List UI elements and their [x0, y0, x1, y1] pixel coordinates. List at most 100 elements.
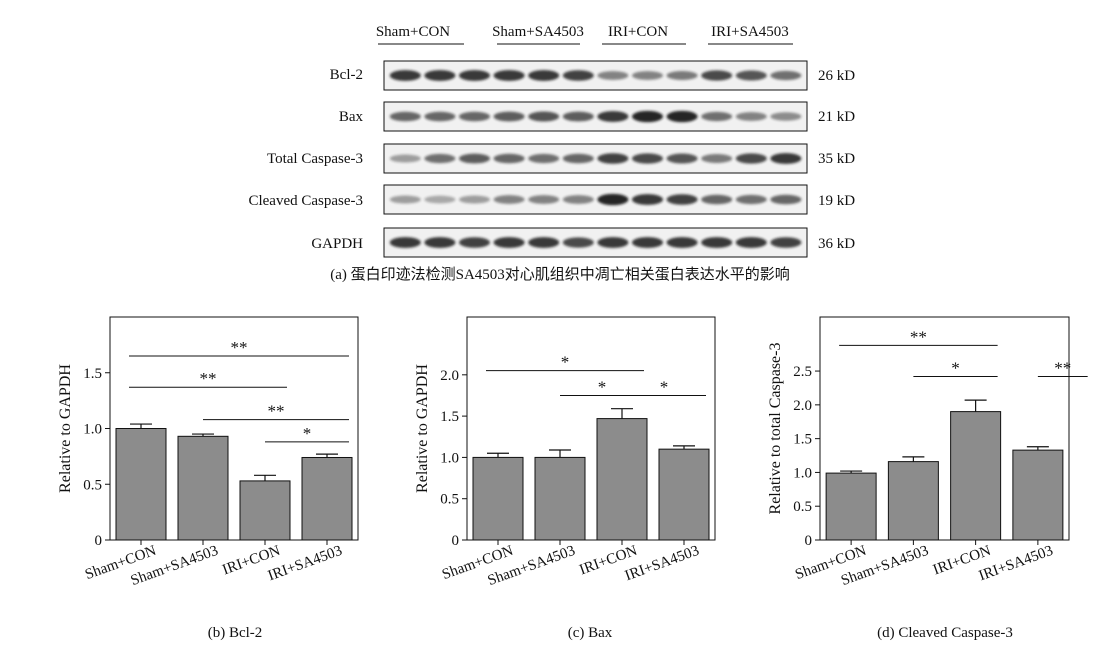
blot-bands — [389, 70, 802, 81]
y-tick-label: 1.5 — [83, 366, 102, 382]
blot-band — [666, 237, 698, 248]
blot-row-size: 35 kD — [818, 151, 855, 167]
y-axis-label: Relative to GAPDH — [414, 364, 431, 493]
blot-row-size: 19 kD — [818, 193, 855, 209]
blot-band — [424, 153, 456, 164]
blot-band — [770, 112, 802, 121]
significance-label: * — [561, 353, 570, 372]
y-tick-label: 0.5 — [793, 499, 812, 515]
bar — [825, 472, 877, 541]
chart-caption: (b) Bcl-2 — [208, 625, 263, 641]
bar — [1012, 449, 1064, 541]
significance-label: ** — [1054, 358, 1071, 377]
blot-band — [562, 237, 594, 248]
blot-band — [735, 70, 767, 81]
blot-row-label: GAPDH — [311, 236, 363, 252]
blot-band — [632, 237, 663, 248]
blot-band — [424, 195, 456, 204]
blot-band — [770, 70, 802, 81]
bar — [177, 435, 229, 541]
blot-band — [424, 237, 456, 248]
blot-band — [424, 70, 456, 81]
blot-band — [389, 154, 421, 163]
plot-frame — [466, 316, 716, 541]
chart-caption: (c) Bax — [568, 625, 613, 641]
blot-band — [389, 70, 421, 81]
blot-group-label: IRI+SA4503 — [711, 24, 789, 40]
significance-label: * — [660, 377, 669, 396]
blot-row-label: Cleaved Caspase-3 — [248, 193, 363, 209]
blot-band — [424, 111, 456, 122]
blot-bands — [389, 193, 802, 206]
blot-row: GAPDH 36 kD — [311, 227, 855, 258]
bar — [301, 456, 353, 541]
y-tick-label: 2.5 — [793, 364, 812, 380]
blot-band — [666, 194, 698, 205]
blot-band — [528, 237, 560, 248]
blot-row: Bcl-2 26 kD — [330, 60, 855, 91]
blot-band — [459, 111, 490, 122]
blot-band — [597, 71, 629, 80]
blot-group-label: Sham+CON — [376, 24, 450, 40]
y-tick-label: 0 — [452, 533, 460, 549]
blot-band — [389, 195, 421, 204]
blot-row: Total Caspase-3 35 kD — [267, 143, 855, 174]
blot-band — [666, 153, 698, 164]
significance-label: ** — [268, 402, 285, 421]
plot-frame — [819, 316, 1070, 541]
blot-bands — [389, 153, 802, 164]
blot-band — [459, 237, 490, 248]
blot-caption: (a) 蛋白印迹法检测SA4503对心肌组织中凋亡相关蛋白表达水平的影响 — [330, 266, 790, 283]
blot-band — [562, 70, 594, 81]
y-tick-label: 1.0 — [793, 465, 812, 481]
blot-band — [459, 70, 490, 81]
y-tick-label: 0.5 — [83, 477, 102, 493]
blot-band — [666, 71, 698, 80]
blot-band — [735, 194, 767, 205]
blot-row-label: Total Caspase-3 — [267, 151, 363, 167]
blot-band — [389, 237, 421, 248]
y-tick-label: 1.0 — [440, 450, 459, 466]
y-tick-label: 1.5 — [440, 409, 459, 425]
bar — [115, 428, 167, 541]
significance-label: ** — [231, 338, 248, 357]
blot-band — [735, 153, 767, 164]
blot-band — [632, 110, 663, 123]
y-tick-label: 1.0 — [83, 422, 102, 438]
blot-band — [701, 154, 733, 163]
y-axis-label: Relative to GAPDH — [57, 364, 74, 493]
y-tick-label: 0.5 — [440, 492, 459, 508]
blot-band — [632, 194, 663, 205]
blot-row-size: 36 kD — [818, 236, 855, 252]
blot-row-label: Bax — [339, 109, 364, 125]
bar — [950, 411, 1002, 541]
blot-band — [389, 111, 421, 122]
blot-group-label: IRI+CON — [608, 24, 668, 40]
bar — [658, 448, 710, 541]
significance-label: ** — [910, 327, 927, 346]
bar — [534, 456, 586, 541]
blot-band — [701, 111, 733, 122]
blot-band — [735, 237, 767, 248]
blot-row-size: 21 kD — [818, 109, 855, 125]
significance-label: * — [303, 424, 312, 443]
blot-band — [597, 193, 629, 206]
significance-label: * — [951, 358, 960, 377]
blot-band — [528, 195, 560, 204]
blot-band — [493, 153, 525, 164]
blot-band — [597, 153, 629, 164]
blot-row-size: 26 kD — [818, 68, 855, 84]
blot-row: Cleaved Caspase-3 19 kD — [248, 184, 855, 215]
blot-band — [770, 237, 802, 248]
blot-group-label: Sham+SA4503 — [492, 24, 584, 40]
blot-bands — [389, 110, 802, 123]
y-tick-label: 1.5 — [793, 432, 812, 448]
blot-band — [562, 111, 594, 122]
bar-chart-cleaved-caspase3: 0 0.5 1.0 1.5 2.0 2.5 Relative to total Caspas… — [767, 316, 1088, 641]
blot-band — [493, 111, 525, 122]
blot-band — [528, 111, 560, 122]
blot-band — [528, 153, 560, 164]
